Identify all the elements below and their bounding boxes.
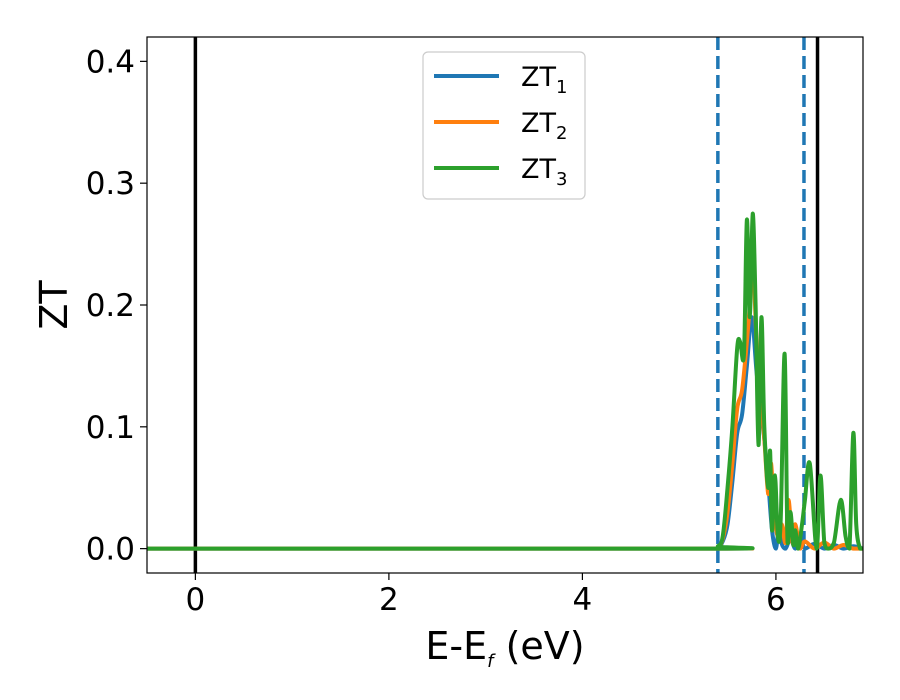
y-axis-title: ZT	[32, 280, 76, 330]
y-tick-label: 0.1	[86, 410, 135, 446]
x-tick-label: 0	[186, 582, 206, 618]
legend-label-zt1: ZT1	[521, 62, 567, 98]
series-layer	[147, 211, 863, 551]
x-tick-label: 2	[379, 582, 399, 618]
x-tick-label: 6	[766, 582, 786, 618]
x-axis: 0 2 4 6	[186, 573, 786, 618]
y-axis: 0.0 0.1 0.2 0.3 0.4	[86, 44, 147, 568]
legend-label-zt3: ZT3	[521, 154, 567, 190]
series-line-zt3	[147, 211, 863, 551]
legend: ZT1 ZT2 ZT3	[422, 51, 586, 200]
y-tick-label: 0.0	[86, 532, 135, 568]
y-tick-label: 0.3	[86, 166, 135, 202]
x-tick-label: 4	[573, 582, 593, 618]
y-tick-label: 0.4	[86, 44, 135, 80]
reference-lines	[193, 37, 820, 573]
legend-label-zt2: ZT2	[521, 108, 567, 144]
legend-box	[422, 51, 586, 200]
x-axis-title: E-Ef (eV)	[425, 624, 584, 672]
y-tick-label: 0.2	[86, 288, 135, 324]
